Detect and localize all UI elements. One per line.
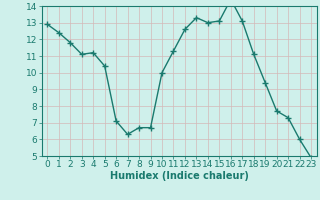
- X-axis label: Humidex (Indice chaleur): Humidex (Indice chaleur): [110, 171, 249, 181]
